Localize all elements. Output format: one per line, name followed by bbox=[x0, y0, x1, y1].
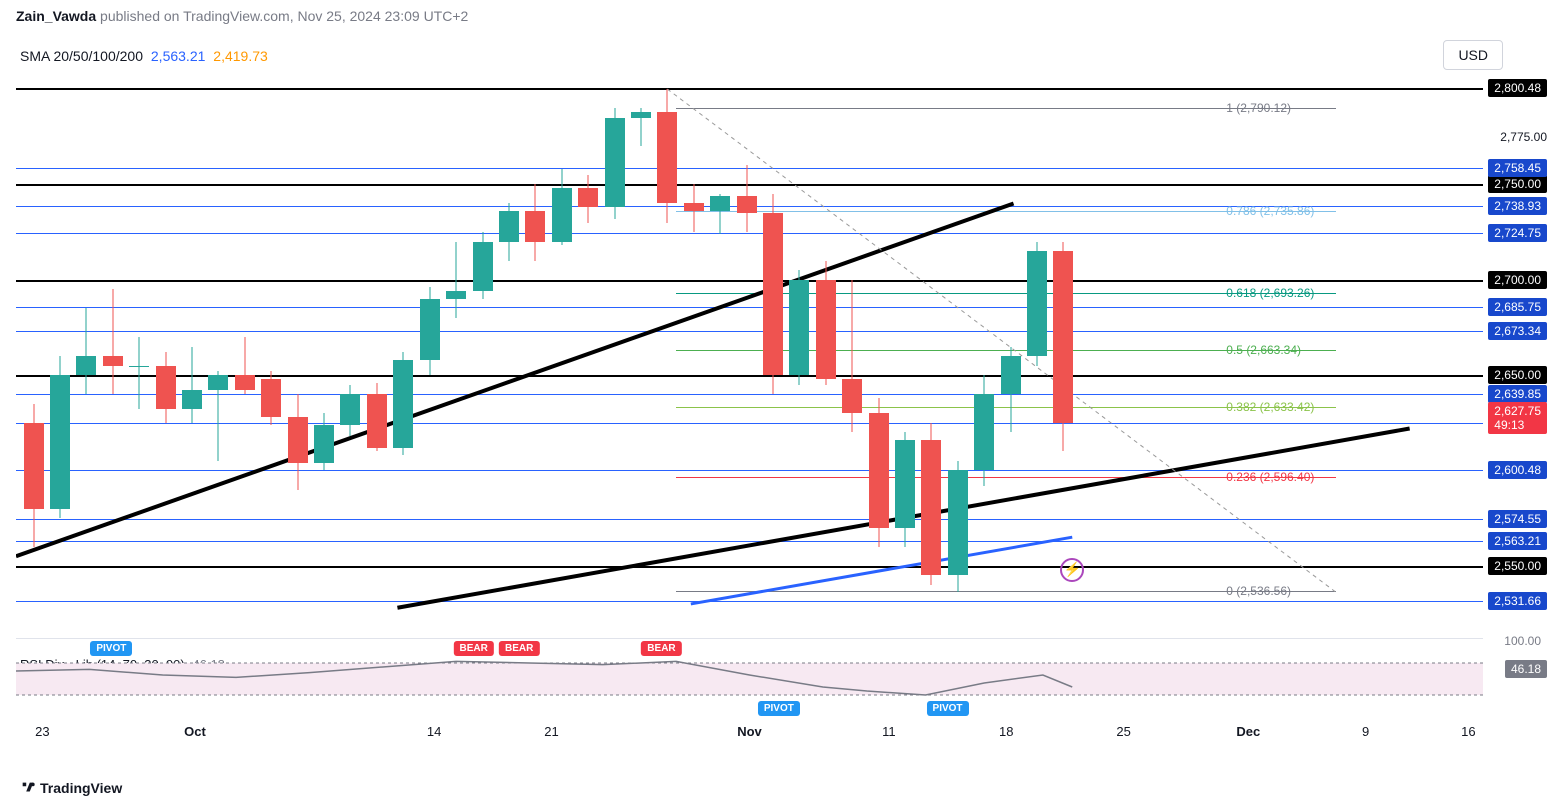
time-axis-label: Oct bbox=[184, 724, 206, 739]
candlestick[interactable] bbox=[156, 70, 176, 623]
candlestick[interactable] bbox=[393, 70, 413, 623]
fib-level-label: 1 (2,790.12) bbox=[1226, 101, 1291, 115]
candlestick[interactable] bbox=[684, 70, 704, 623]
candlestick[interactable] bbox=[1027, 70, 1047, 623]
candlestick[interactable] bbox=[1053, 70, 1073, 623]
time-axis-label: Nov bbox=[737, 724, 762, 739]
footer-text: TradingView bbox=[40, 780, 122, 796]
price-chart[interactable]: 1 (2,790.12) 0.786 (2,735.86) 0.618 (2,693… bbox=[16, 70, 1483, 623]
price-axis[interactable]: 2,775.00 2,800.48 2,750.00 2,700.00 2,650.00… bbox=[1485, 70, 1547, 623]
candlestick[interactable] bbox=[921, 70, 941, 623]
candlestick[interactable] bbox=[50, 70, 70, 623]
candlestick[interactable] bbox=[182, 70, 202, 623]
candlestick[interactable] bbox=[869, 70, 889, 623]
candlestick[interactable] bbox=[261, 70, 281, 623]
tradingview-logo-icon bbox=[20, 780, 36, 796]
candlestick[interactable] bbox=[842, 70, 862, 623]
candlestick[interactable] bbox=[340, 70, 360, 623]
candlestick[interactable] bbox=[473, 70, 493, 623]
sma-indicator-label: SMA 20/50/100/200 2,563.21 2,419.73 bbox=[20, 48, 268, 64]
rsi-scale-top: 100.00 bbox=[1504, 634, 1541, 648]
time-axis-label: Dec bbox=[1236, 724, 1260, 739]
candlestick[interactable] bbox=[208, 70, 228, 623]
price-axis-label: 2,738.93 bbox=[1488, 197, 1547, 215]
tradingview-footer[interactable]: TradingView bbox=[20, 780, 122, 796]
candlestick[interactable] bbox=[816, 70, 836, 623]
sma-title: SMA 20/50/100/200 bbox=[20, 48, 143, 64]
candlestick[interactable] bbox=[657, 70, 677, 623]
candlestick[interactable] bbox=[895, 70, 915, 623]
fib-level-label: 0.382 (2,633.42) bbox=[1226, 400, 1314, 414]
price-axis-label: 2,600.48 bbox=[1488, 461, 1547, 479]
bear-badge: BEAR bbox=[641, 641, 681, 656]
candlestick[interactable] bbox=[525, 70, 545, 623]
pivot-badge: PIVOT bbox=[758, 701, 800, 716]
price-axis-label: 2,685.75 bbox=[1488, 298, 1547, 316]
candlestick[interactable] bbox=[76, 70, 96, 623]
candlestick[interactable] bbox=[763, 70, 783, 623]
currency-selector[interactable]: USD bbox=[1443, 40, 1503, 70]
time-axis-label: 9 bbox=[1362, 724, 1369, 739]
candlestick[interactable] bbox=[288, 70, 308, 623]
price-axis-label: 2,531.66 bbox=[1488, 592, 1547, 610]
candlestick[interactable] bbox=[446, 70, 466, 623]
price-axis-label: 2,563.21 bbox=[1488, 532, 1547, 550]
fib-level-label: 0.236 (2,596.40) bbox=[1226, 470, 1314, 484]
time-axis-label: 18 bbox=[999, 724, 1013, 739]
candlestick[interactable] bbox=[1001, 70, 1021, 623]
pivot-badge: PIVOT bbox=[90, 641, 132, 656]
sma-value-2: 2,419.73 bbox=[213, 48, 268, 64]
candlestick[interactable] bbox=[605, 70, 625, 623]
candlestick[interactable] bbox=[631, 70, 651, 623]
price-axis-label: 2,700.00 bbox=[1488, 271, 1547, 289]
candlestick[interactable] bbox=[499, 70, 519, 623]
sma-value-1: 2,563.21 bbox=[151, 48, 206, 64]
lightning-icon[interactable]: ⚡ bbox=[1060, 558, 1084, 582]
fib-level-label: 0.5 (2,663.34) bbox=[1226, 343, 1301, 357]
candlestick[interactable] bbox=[737, 70, 757, 623]
pivot-badge: PIVOT bbox=[927, 701, 969, 716]
price-axis-label: 2,550.00 bbox=[1488, 557, 1547, 575]
time-axis-label: 23 bbox=[35, 724, 49, 739]
time-axis-label: 21 bbox=[544, 724, 558, 739]
fib-level-label: 0.786 (2,735.86) bbox=[1226, 204, 1314, 218]
price-axis-label: 2,758.45 bbox=[1488, 159, 1547, 177]
price-axis-label: 2,574.55 bbox=[1488, 510, 1547, 528]
candlestick[interactable] bbox=[367, 70, 387, 623]
time-axis-label: 16 bbox=[1461, 724, 1475, 739]
price-axis-label: 2,673.34 bbox=[1488, 322, 1547, 340]
price-axis-label: 2,800.48 bbox=[1488, 79, 1547, 97]
candlestick[interactable] bbox=[235, 70, 255, 623]
candlestick[interactable] bbox=[578, 70, 598, 623]
candlestick[interactable] bbox=[103, 70, 123, 623]
rsi-current-value: 46.18 bbox=[1505, 660, 1547, 678]
candlestick[interactable] bbox=[24, 70, 44, 623]
chart-header: Zain_Vawda published on TradingView.com,… bbox=[16, 8, 468, 24]
candlestick[interactable] bbox=[314, 70, 334, 623]
candlestick[interactable] bbox=[789, 70, 809, 623]
time-axis[interactable]: 23 Oct 14 21 Nov 11 18 25 Dec 9 16 bbox=[16, 724, 1483, 748]
time-axis-label: 11 bbox=[882, 724, 896, 739]
bear-badge: BEAR bbox=[454, 641, 494, 656]
price-axis-label: 2,650.00 bbox=[1488, 366, 1547, 384]
price-axis-label: 2,775.00 bbox=[1500, 130, 1547, 144]
candlestick[interactable] bbox=[129, 70, 149, 623]
published-text: published on TradingView.com, Nov 25, 20… bbox=[96, 8, 468, 24]
candlestick[interactable] bbox=[710, 70, 730, 623]
rsi-panel[interactable]: RSI Div - Lib (14, 70, 30, 90) 46.18 PIV… bbox=[16, 638, 1483, 718]
candlestick[interactable] bbox=[948, 70, 968, 623]
time-axis-label: 25 bbox=[1116, 724, 1130, 739]
current-price-label: 2,627.7549:13 bbox=[1488, 402, 1547, 434]
candlestick[interactable] bbox=[974, 70, 994, 623]
time-axis-label: 14 bbox=[427, 724, 441, 739]
bear-badge: BEAR bbox=[499, 641, 539, 656]
author-name: Zain_Vawda bbox=[16, 8, 96, 24]
candlestick[interactable] bbox=[552, 70, 572, 623]
fib-level-label: 0.618 (2,693.26) bbox=[1226, 286, 1314, 300]
price-axis-label: 2,724.75 bbox=[1488, 224, 1547, 242]
fib-level-label: 0 (2,536.56) bbox=[1226, 584, 1291, 598]
price-axis-label: 2,750.00 bbox=[1488, 175, 1547, 193]
candlestick[interactable] bbox=[420, 70, 440, 623]
